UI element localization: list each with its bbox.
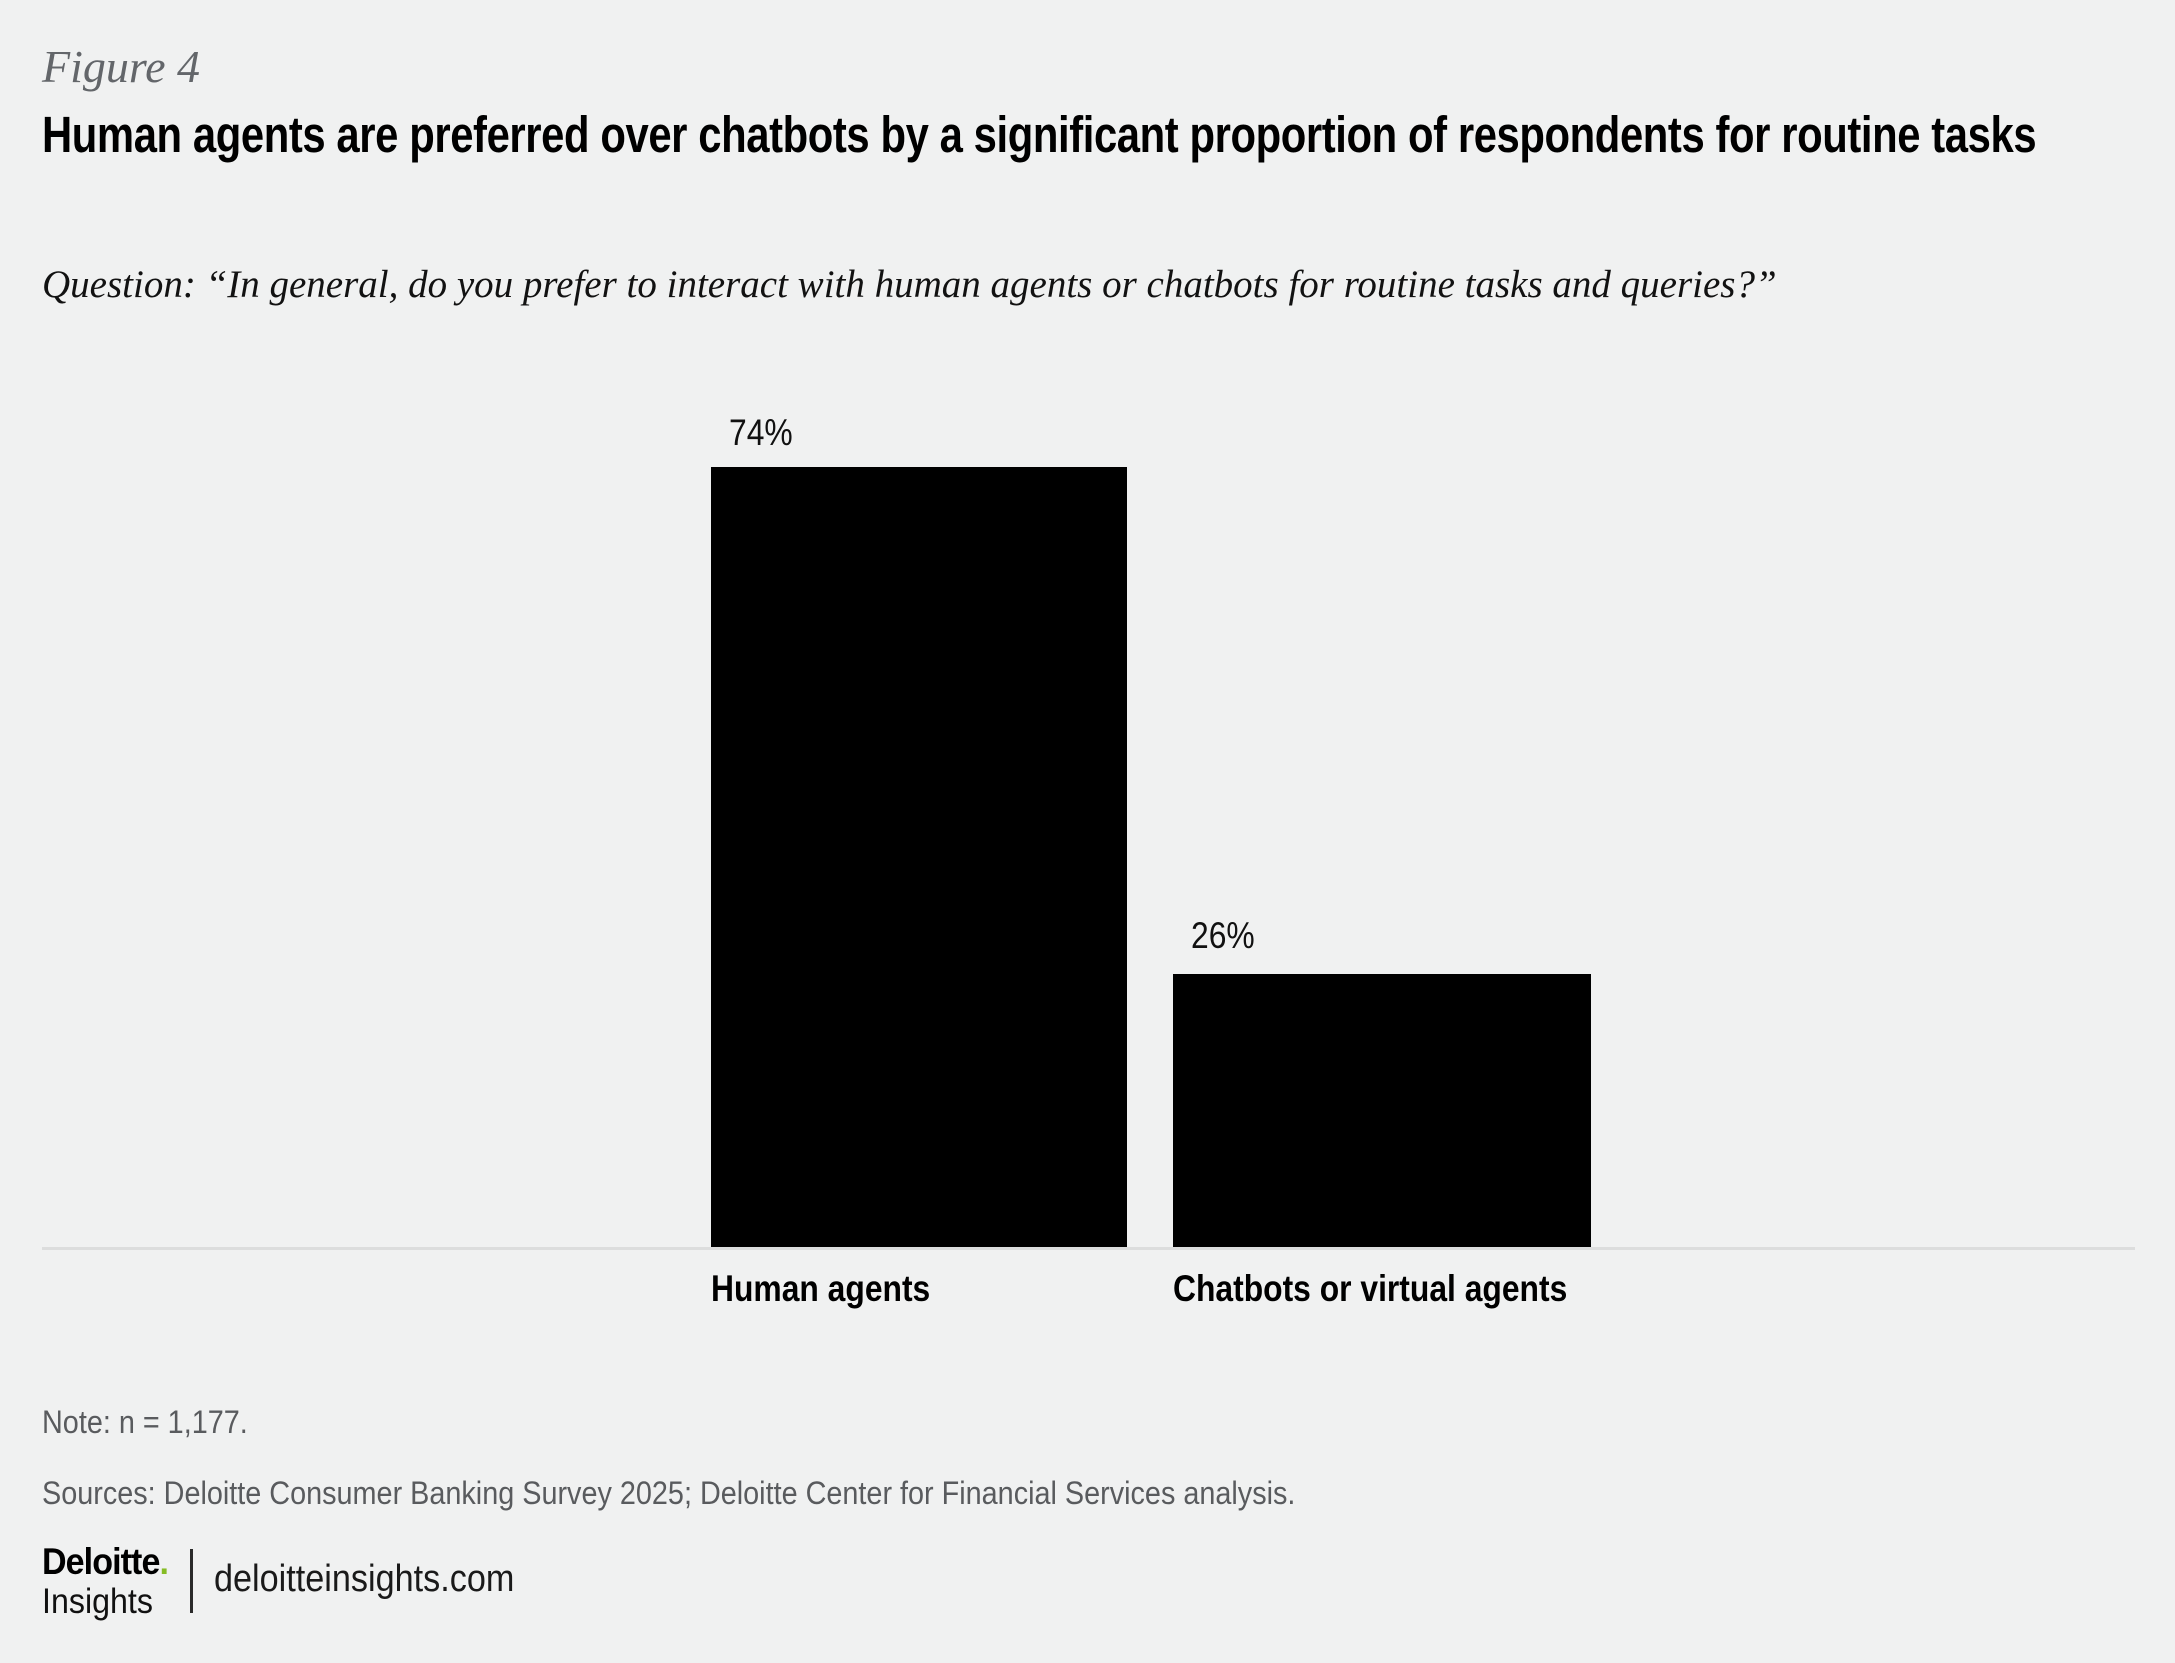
bar-value-label-chatbots: 26% bbox=[1191, 915, 1255, 956]
category-label-chatbots: Chatbots or virtual agents bbox=[1173, 1268, 1568, 1309]
figure-title: Human agents are preferred over chatbots… bbox=[42, 106, 2037, 163]
footer-divider-line bbox=[190, 1549, 193, 1613]
footer-website-link: deloitteinsights.com bbox=[214, 1558, 515, 1600]
deloitte-wordmark-text: Deloitte bbox=[42, 1541, 160, 1582]
deloitte-insights-logo: Deloitte. Insights bbox=[42, 1543, 179, 1619]
insights-wordmark-text: Insights bbox=[42, 1582, 153, 1621]
note-text: Note: n = 1,177. bbox=[42, 1404, 248, 1440]
category-label-human-agents: Human agents bbox=[711, 1268, 931, 1309]
survey-question-subtitle: Question: “In general, do you prefer to … bbox=[42, 263, 1777, 306]
bar-value-label-human-agents: 74% bbox=[729, 412, 793, 453]
deloitte-wordmark: Deloitte. bbox=[42, 1541, 169, 1582]
deloitte-green-dot-icon: . bbox=[159, 1541, 169, 1582]
sources-text: Sources: Deloitte Consumer Banking Surve… bbox=[42, 1475, 1296, 1511]
figure-number-label: Figure 4 bbox=[42, 41, 200, 92]
bar-human-agents bbox=[711, 467, 1127, 1248]
bar-chatbots-virtual-agents bbox=[1173, 974, 1591, 1248]
x-axis-baseline bbox=[42, 1247, 2135, 1250]
